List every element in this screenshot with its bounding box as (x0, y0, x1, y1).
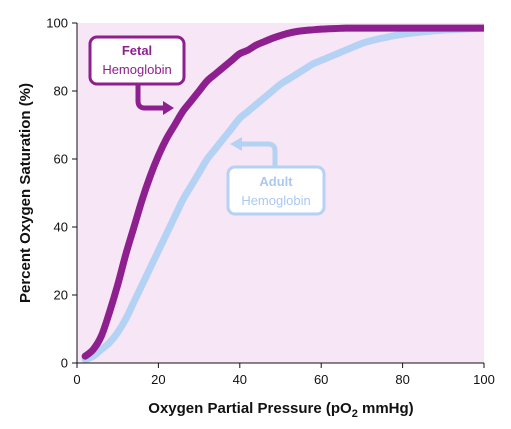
y-tick-label: 40 (54, 220, 68, 235)
adult-label-arrow (238, 141, 278, 170)
fetal-label-title: Fetal (122, 43, 152, 58)
fetal-label-subtitle: Hemoglobin (102, 62, 171, 77)
fetal-label-arrow (135, 79, 167, 111)
adult-label-box (226, 165, 326, 216)
adult-label-title: Adult (259, 174, 293, 189)
fetal-label-box (88, 35, 186, 86)
fetal-label-arrowhead (163, 101, 174, 115)
y-tick-label: 100 (46, 16, 68, 31)
y-tick-label: 80 (54, 84, 68, 99)
adult-hemoglobin-line (81, 24, 484, 363)
y-tick-label: 20 (54, 288, 68, 303)
y-tick-label: 0 (61, 356, 68, 371)
fetal-hemoglobin-line (81, 24, 484, 360)
adult-label-subtitle: Hemoglobin (241, 193, 310, 208)
x-tick-label: 20 (151, 372, 165, 387)
x-tick-label: 100 (473, 372, 495, 387)
x-tick-label: 80 (395, 372, 409, 387)
y-tick-label: 60 (54, 152, 68, 167)
y-axis-title: Percent Oxygen Saturation (%) (17, 83, 34, 303)
adult-label-arrowhead (230, 137, 242, 151)
x-tick-label: 0 (73, 372, 80, 387)
x-tick-label: 60 (314, 372, 328, 387)
x-tick-label: 40 (233, 372, 247, 387)
x-axis-title: Oxygen Partial Pressure (pO2 mmHg) (148, 400, 413, 420)
